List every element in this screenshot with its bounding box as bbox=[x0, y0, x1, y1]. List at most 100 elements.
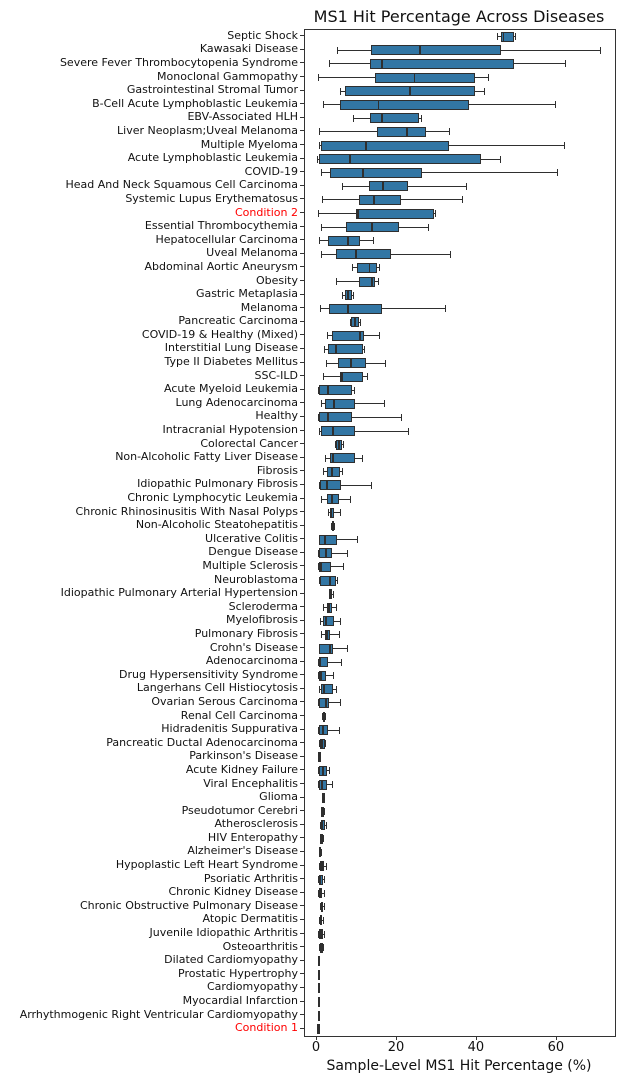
y-tick bbox=[300, 375, 304, 377]
whisker-high bbox=[354, 457, 363, 459]
y-tick bbox=[300, 796, 304, 798]
whisker-cap-high bbox=[332, 672, 334, 680]
whisker-cap-high bbox=[342, 563, 344, 571]
median-line bbox=[319, 874, 322, 885]
y-tick bbox=[300, 674, 304, 676]
whisker-cap-high bbox=[378, 278, 380, 285]
whisker-cap-low bbox=[318, 726, 320, 734]
row-label: Cardiomyopathy bbox=[207, 980, 298, 994]
whisker-cap-high bbox=[359, 318, 361, 326]
y-tick bbox=[300, 266, 304, 268]
whisker-cap-low bbox=[318, 645, 320, 653]
whisker-low bbox=[318, 77, 376, 79]
row-label: Colorectal Cancer bbox=[200, 436, 298, 450]
whisker-high bbox=[362, 348, 364, 350]
whisker-high bbox=[332, 688, 337, 690]
y-tick bbox=[300, 538, 304, 540]
row-label: Head And Neck Squamous Cell Carcinoma bbox=[65, 178, 299, 192]
whisker-cap-high bbox=[564, 142, 566, 150]
median-line bbox=[317, 969, 320, 980]
whisker-cap-low bbox=[322, 713, 324, 721]
whisker-cap-low bbox=[320, 903, 322, 911]
median-line bbox=[331, 521, 334, 532]
median-line bbox=[317, 1024, 319, 1035]
y-tick bbox=[300, 402, 304, 404]
whisker-high bbox=[434, 213, 436, 215]
whisker-cap-low bbox=[318, 672, 320, 680]
whisker-cap-high bbox=[599, 46, 601, 54]
whisker-cap-high bbox=[488, 74, 490, 82]
y-tick bbox=[300, 347, 304, 349]
median-line bbox=[320, 670, 322, 681]
plot-area bbox=[304, 29, 616, 1037]
y-tick bbox=[300, 701, 304, 703]
whisker-cap-low bbox=[318, 889, 320, 897]
box bbox=[328, 303, 383, 314]
row-label: Healthy bbox=[255, 409, 298, 423]
median-line bbox=[319, 657, 322, 668]
whisker-cap-low bbox=[324, 454, 326, 462]
whisker-cap-low bbox=[322, 604, 324, 612]
whisker-low bbox=[319, 620, 323, 622]
whisker-cap-low bbox=[318, 142, 320, 150]
box bbox=[369, 113, 419, 124]
whisker-cap-low bbox=[319, 916, 321, 924]
median-line bbox=[321, 779, 323, 790]
whisker-cap-low bbox=[318, 876, 320, 884]
whisker-cap-low bbox=[317, 155, 319, 163]
y-tick bbox=[300, 959, 304, 961]
whisker-high bbox=[352, 294, 354, 296]
row-label: Langerhans Cell Histiocytosis bbox=[136, 681, 298, 695]
row-label: Atherosclerosis bbox=[214, 817, 298, 831]
whisker-high bbox=[330, 566, 343, 568]
whisker-cap-high bbox=[428, 223, 430, 231]
whisker-low bbox=[326, 335, 333, 337]
y-tick bbox=[300, 103, 304, 105]
y-tick bbox=[300, 456, 304, 458]
whisker-cap-high bbox=[400, 413, 402, 421]
row-label: Dilated Cardiomyopathy bbox=[164, 953, 298, 967]
median-line bbox=[377, 99, 380, 110]
whisker-cap-low bbox=[319, 617, 321, 625]
whisker-high bbox=[322, 933, 325, 935]
whisker-high bbox=[362, 376, 367, 378]
whisker-cap-high bbox=[554, 101, 556, 109]
median-line bbox=[317, 956, 320, 967]
y-tick bbox=[300, 511, 304, 513]
y-tick bbox=[300, 130, 304, 132]
box bbox=[319, 534, 337, 545]
y-tick bbox=[300, 837, 304, 839]
whisker-low bbox=[336, 281, 360, 282]
y-tick bbox=[300, 497, 304, 499]
y-tick bbox=[300, 212, 304, 214]
box bbox=[332, 330, 365, 341]
whisker-high bbox=[426, 131, 449, 133]
whisker-low bbox=[342, 185, 369, 187]
whisker-cap-high bbox=[325, 713, 327, 721]
y-tick bbox=[300, 443, 304, 445]
whisker-high bbox=[324, 865, 326, 867]
whisker-high bbox=[408, 185, 467, 187]
median-line bbox=[321, 861, 323, 872]
whisker-low bbox=[339, 90, 345, 92]
box bbox=[318, 697, 329, 708]
row-label: Chronic Rhinosinusitis With Nasal Polyps bbox=[75, 504, 298, 518]
whisker-cap-low bbox=[351, 264, 353, 272]
whisker-high bbox=[351, 389, 354, 391]
whisker-cap-low bbox=[320, 631, 322, 639]
row-label: Idiopathic Pulmonary Arterial Hypertensi… bbox=[60, 586, 298, 600]
y-tick bbox=[300, 76, 304, 78]
whisker-cap-high bbox=[325, 862, 327, 870]
whisker-cap-high bbox=[514, 33, 516, 41]
whisker-cap-low bbox=[318, 577, 320, 585]
row-label: Essential Thrombocythemia bbox=[144, 219, 298, 233]
row-label: Condition 2 bbox=[235, 205, 298, 219]
row-label: Kawasaki Disease bbox=[199, 42, 298, 56]
median-line bbox=[317, 1010, 320, 1021]
whisker-cap-low bbox=[318, 862, 320, 870]
whisker-cap-high bbox=[324, 930, 326, 938]
whisker-cap-high bbox=[420, 114, 422, 122]
y-tick bbox=[300, 728, 304, 730]
whisker-cap-low bbox=[317, 386, 319, 394]
box bbox=[326, 494, 339, 504]
